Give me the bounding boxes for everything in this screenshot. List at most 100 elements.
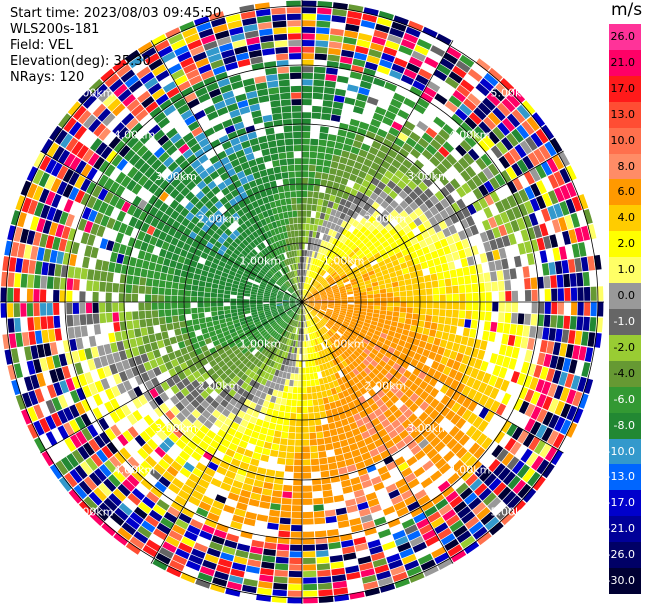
range-gate <box>394 332 402 339</box>
range-gate <box>40 275 48 289</box>
range-gate <box>433 116 446 128</box>
range-gate <box>244 290 251 294</box>
range-gate <box>318 253 323 260</box>
range-gate <box>207 368 216 376</box>
range-gate <box>328 422 336 430</box>
range-gate <box>336 218 344 226</box>
range-gate <box>93 357 103 369</box>
range-gate <box>270 306 277 309</box>
range-gate <box>100 215 110 227</box>
range-gate <box>200 205 209 215</box>
range-gate <box>416 422 427 433</box>
range-gate <box>298 269 301 276</box>
range-gate <box>141 96 155 109</box>
range-gate <box>257 587 272 596</box>
range-gate <box>7 287 14 302</box>
range-gate <box>98 160 111 174</box>
range-gate <box>361 298 368 302</box>
range-gate <box>158 476 171 488</box>
range-gate <box>226 259 234 267</box>
range-gate <box>387 517 401 528</box>
range-gate <box>358 424 368 434</box>
range-gate <box>549 355 559 369</box>
range-gate <box>221 326 229 333</box>
range-gate <box>380 394 390 404</box>
range-gate <box>208 267 217 274</box>
range-gate <box>129 536 145 550</box>
range-gate <box>533 225 543 239</box>
range-gate <box>364 526 377 536</box>
range-gate <box>211 315 219 321</box>
range-gate <box>424 252 433 261</box>
range-gate <box>222 454 233 464</box>
range-gate <box>111 154 123 167</box>
range-gate <box>413 307 420 314</box>
range-gate <box>276 550 289 558</box>
range-gate <box>389 254 398 262</box>
range-gate <box>297 387 302 394</box>
range-gate <box>523 200 534 214</box>
range-gate <box>443 324 451 333</box>
range-gate <box>361 451 372 461</box>
range-gate <box>347 387 355 395</box>
velocity-rays <box>0 0 604 604</box>
range-gate <box>249 336 257 343</box>
range-gate <box>312 332 316 339</box>
range-gate <box>218 284 225 290</box>
range-gate <box>180 270 188 278</box>
range-gate <box>283 304 290 306</box>
range-gate <box>303 289 306 296</box>
range-gate <box>339 156 348 165</box>
range-gate <box>92 291 99 302</box>
range-gate <box>346 571 361 580</box>
range-gate <box>306 276 309 283</box>
range-gate <box>201 270 209 277</box>
range-gate <box>198 280 206 287</box>
range-gate <box>252 267 260 274</box>
range-gate <box>334 196 342 204</box>
range-gate <box>303 531 315 538</box>
range-gate <box>413 159 424 170</box>
range-gate <box>355 337 363 344</box>
range-gate <box>516 324 524 336</box>
range-gate <box>312 366 317 373</box>
range-gate <box>308 302 315 304</box>
range-gate <box>415 74 429 86</box>
range-gate <box>321 390 328 398</box>
range-gate <box>278 279 284 285</box>
range-gate <box>186 154 198 165</box>
range-gate <box>331 315 338 320</box>
range-gate <box>142 260 150 270</box>
range-gate <box>385 132 397 143</box>
range-gate <box>145 294 152 302</box>
range-gate <box>144 252 152 262</box>
range-gate <box>109 181 120 194</box>
range-gate <box>334 300 341 302</box>
range-gate <box>445 76 459 89</box>
range-gate <box>252 316 260 321</box>
range-gate <box>577 287 584 301</box>
range-gate <box>258 251 265 259</box>
range-gate <box>401 347 410 355</box>
range-gate <box>353 269 360 275</box>
range-gate <box>364 383 372 392</box>
range-gate <box>547 174 559 189</box>
range-gate <box>405 137 417 148</box>
range-gate <box>161 139 174 151</box>
range-gate <box>465 473 478 487</box>
range-gate <box>369 192 379 201</box>
range-gate <box>278 343 284 350</box>
range-gate <box>276 295 283 298</box>
range-gate <box>283 385 289 393</box>
range-gate <box>432 167 443 179</box>
range-gate <box>154 446 166 458</box>
range-gate <box>145 455 157 468</box>
range-gate <box>286 324 291 331</box>
range-gate <box>116 64 132 78</box>
range-gate <box>70 434 82 449</box>
range-gate <box>341 418 349 427</box>
range-gate <box>258 314 266 319</box>
range-gate <box>123 380 133 392</box>
range-gate <box>554 416 566 432</box>
range-gate <box>322 255 328 263</box>
